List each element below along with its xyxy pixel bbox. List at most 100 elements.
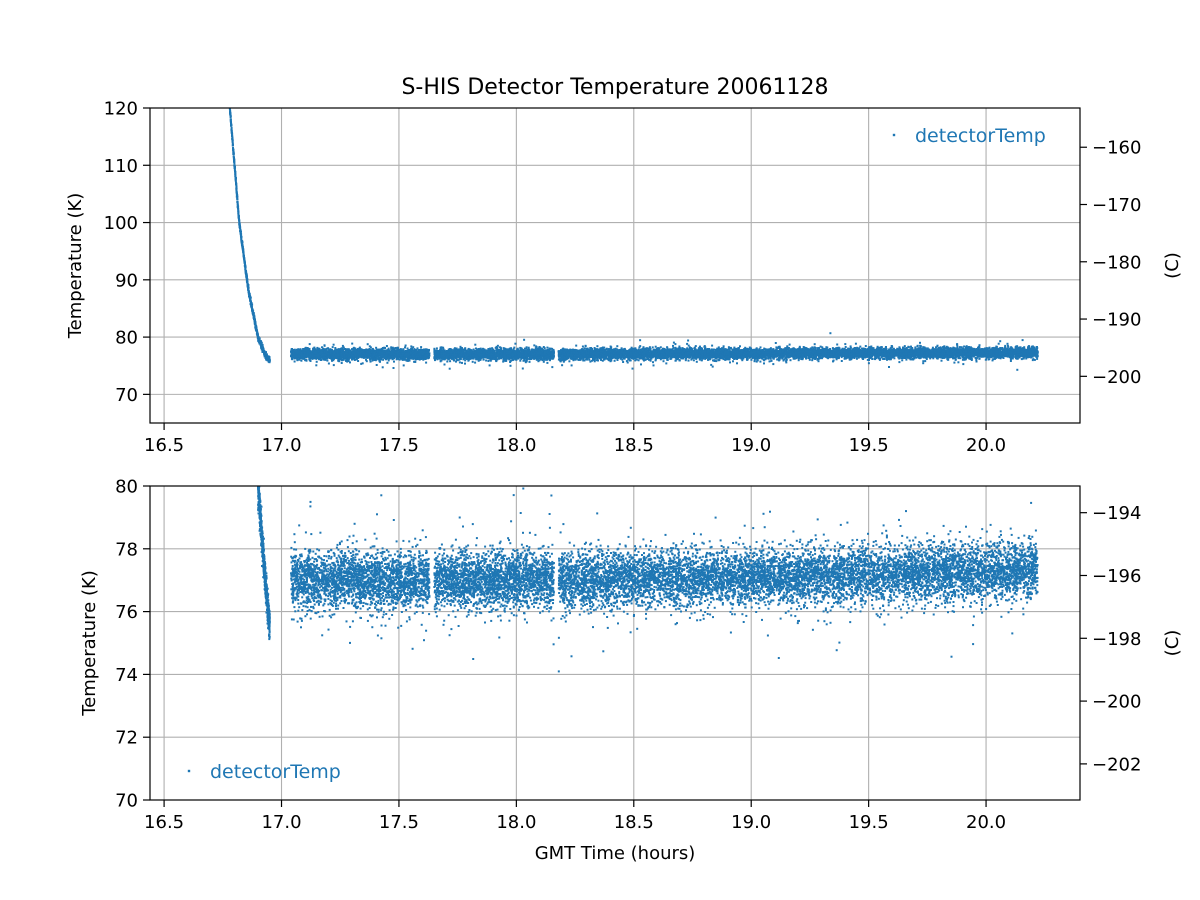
data-point — [365, 358, 367, 361]
data-point — [388, 356, 391, 359]
data-point — [387, 347, 390, 350]
data-point — [327, 352, 330, 355]
data-point — [393, 360, 395, 363]
data-point — [358, 355, 361, 358]
data-point — [446, 360, 449, 363]
data-point — [236, 203, 239, 206]
data-point — [332, 353, 335, 356]
data-point — [548, 347, 551, 350]
data-point — [268, 356, 271, 359]
data-point — [359, 355, 362, 358]
data-point — [263, 355, 266, 358]
data-point — [547, 357, 550, 359]
data-point — [230, 130, 233, 133]
data-point — [406, 347, 409, 350]
data-point — [345, 352, 347, 355]
data-point — [268, 360, 271, 363]
data-point — [395, 351, 397, 354]
data-point — [233, 162, 236, 165]
data-point — [314, 348, 317, 351]
data-point — [408, 350, 411, 353]
data-point — [244, 268, 247, 271]
data-point — [230, 124, 233, 127]
data-point — [453, 359, 455, 362]
data-point — [401, 357, 404, 360]
data-point — [330, 357, 332, 360]
data-point — [408, 359, 411, 362]
data-point — [230, 121, 232, 124]
data-point — [352, 347, 355, 350]
data-point — [295, 353, 298, 356]
data-point — [387, 351, 390, 354]
data-point — [376, 350, 379, 353]
data-point — [349, 361, 351, 364]
data-point — [417, 353, 420, 356]
data-point — [551, 366, 554, 369]
data-point — [367, 353, 370, 356]
data-point — [366, 343, 369, 346]
data-point — [412, 346, 415, 349]
data-point — [320, 350, 323, 353]
data-point — [322, 356, 325, 359]
data-point — [408, 357, 411, 360]
data-point — [399, 354, 401, 357]
data-point — [472, 357, 475, 360]
data-point — [295, 357, 298, 360]
data-point — [333, 352, 336, 354]
data-point — [320, 352, 323, 354]
data-point — [327, 347, 330, 350]
data-point — [268, 357, 271, 360]
data-point — [373, 352, 376, 355]
data-point — [377, 357, 380, 360]
data-point — [332, 351, 335, 354]
data-point — [336, 356, 339, 359]
data-point — [234, 171, 237, 173]
data-point — [509, 364, 512, 367]
data-point — [439, 348, 442, 351]
data-point — [250, 302, 253, 305]
data-point — [374, 355, 377, 358]
data-point — [417, 355, 420, 358]
data-point — [404, 358, 407, 361]
data-point — [369, 357, 371, 360]
data-point — [395, 358, 398, 361]
data-point — [413, 357, 416, 359]
data-point — [383, 352, 386, 355]
data-point — [334, 349, 337, 352]
data-point — [366, 352, 368, 355]
data-point — [549, 357, 552, 360]
data-point — [309, 353, 312, 356]
data-point — [422, 358, 425, 361]
data-point — [254, 323, 257, 326]
data-point — [300, 355, 303, 358]
data-point — [347, 357, 350, 360]
data-point — [384, 353, 387, 356]
data-point — [305, 355, 308, 358]
data-point — [417, 357, 420, 360]
data-point — [357, 349, 360, 352]
data-point — [371, 347, 374, 350]
data-point — [404, 353, 407, 356]
data-point — [413, 348, 416, 351]
data-point — [356, 351, 359, 354]
data-point — [369, 346, 372, 349]
data-point — [368, 345, 371, 348]
data-point — [302, 348, 305, 350]
data-point — [235, 188, 238, 191]
data-point — [235, 187, 238, 190]
data-point — [233, 164, 236, 167]
data-point — [418, 358, 421, 361]
data-point — [243, 260, 246, 263]
data-point — [252, 309, 255, 312]
data-point — [526, 357, 529, 360]
data-point — [325, 351, 328, 353]
data-point — [242, 250, 245, 253]
data-point — [386, 356, 389, 359]
data-point — [306, 351, 309, 354]
data-point — [386, 361, 389, 364]
data-point — [313, 354, 316, 357]
data-point — [313, 357, 316, 360]
data-point — [239, 234, 242, 237]
data-point — [386, 349, 389, 352]
data-point — [328, 357, 331, 360]
